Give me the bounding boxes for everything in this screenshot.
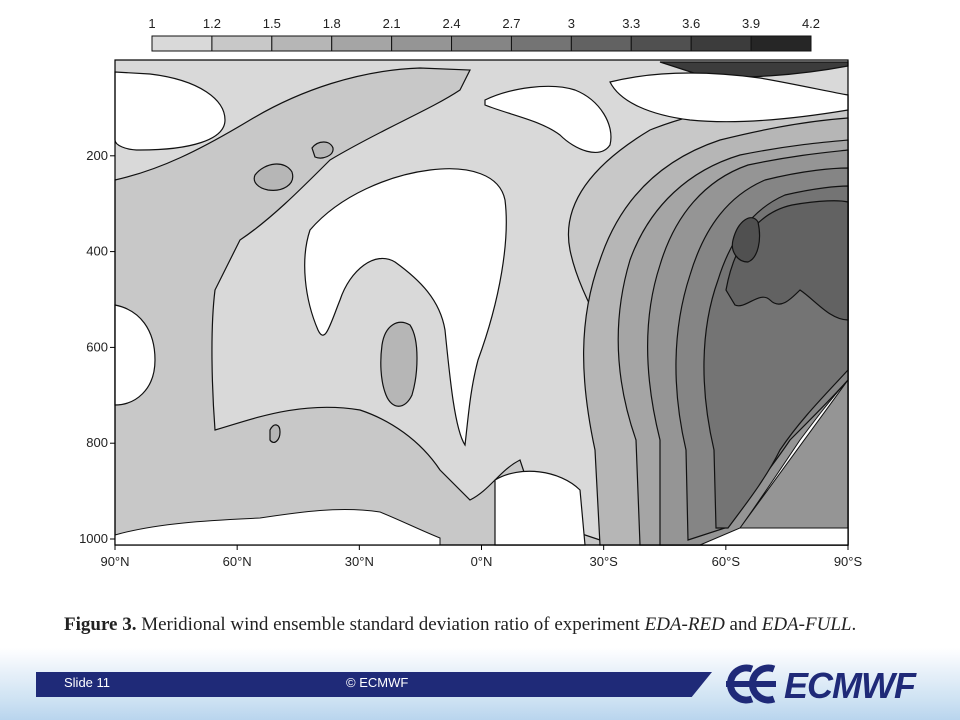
y-tick-label: 800	[86, 435, 108, 450]
slide-footer: Slide 11 © ECMWF ECMWF	[0, 648, 960, 720]
x-tick-label: 30°N	[345, 554, 374, 569]
colorbar-swatch	[211, 35, 273, 52]
colorbar-swatch	[690, 35, 752, 52]
contour-white-s	[494, 470, 586, 546]
contour-island-4	[269, 424, 281, 444]
x-tick-label: 90°S	[834, 554, 863, 569]
caption-exp-2: EDA-FULL	[761, 614, 852, 635]
colorbar: 1 1.2 1.5 1.8 2.1 2.4 2.7 3 3.3 3.6 3.9 4.2	[148, 16, 820, 52]
caption-end: .	[851, 614, 857, 635]
contour-white-surface-s	[699, 379, 849, 546]
contour-level-3-3	[731, 217, 761, 263]
colorbar-tick-label: 2.4	[443, 16, 461, 31]
contour-island-3	[380, 321, 418, 407]
x-tick-label: 60°S	[712, 554, 741, 569]
slide-number: Slide 11	[64, 675, 111, 690]
colorbar-swatch	[510, 35, 572, 52]
colorbar-tick-label: 1	[148, 16, 155, 31]
contour-white-surface-n	[114, 509, 441, 546]
figure-caption: Figure 3. Meridional wind ensemble stand…	[64, 614, 944, 636]
contour-island-2	[311, 141, 334, 159]
contour-white-center	[304, 168, 507, 447]
colorbar-tick-label: 1.2	[203, 16, 221, 31]
ecmwf-logo-icon	[726, 664, 776, 704]
contour-island-1	[253, 163, 294, 191]
colorbar-tick-label: 3.6	[682, 16, 700, 31]
colorbar-tick-label: 2.7	[502, 16, 520, 31]
plot-area	[114, 59, 849, 546]
x-tick-label: 90°N	[100, 554, 129, 569]
y-tick-label: 200	[86, 148, 108, 163]
colorbar-swatch	[630, 35, 692, 52]
caption-text-1: Meridional wind ensemble standard deviat…	[141, 614, 640, 635]
colorbar-tick-label: 1.5	[263, 16, 281, 31]
x-tick-label: 30°S	[589, 554, 618, 569]
x-axis: 90°N 60°N 30°N 0°N 30°S 60°S 90°S	[100, 545, 862, 569]
contour-white-equator-top	[484, 85, 612, 154]
colorbar-swatch	[271, 35, 333, 52]
y-tick-label: 600	[86, 339, 108, 354]
contour-white-nw	[114, 71, 226, 151]
logo-text: ECMWF	[784, 665, 916, 706]
colorbar-swatch	[451, 35, 512, 52]
colorbar-swatch	[750, 35, 812, 52]
footer-bar	[36, 672, 712, 697]
caption-exp-1: EDA-RED	[644, 614, 725, 635]
contour-chart: 1 1.2 1.5 1.8 2.1 2.4 2.7 3 3.3 3.6 3.9 4.2 90°N 60°…	[79, 16, 862, 569]
copyright-text: © ECMWF	[346, 675, 409, 690]
y-tick-label: 1000	[79, 531, 108, 546]
colorbar-swatch	[391, 35, 453, 52]
colorbar-tick-label: 2.1	[383, 16, 401, 31]
contour-white-w	[114, 304, 156, 406]
colorbar-swatch	[151, 35, 213, 52]
colorbar-tick-label: 3.9	[742, 16, 760, 31]
x-tick-label: 0°N	[471, 554, 493, 569]
colorbar-tick-label: 3	[568, 16, 575, 31]
colorbar-tick-label: 1.8	[323, 16, 341, 31]
caption-label: Figure 3.	[64, 614, 137, 635]
colorbar-swatch	[331, 35, 393, 52]
colorbar-tick-label: 3.3	[622, 16, 640, 31]
y-tick-label: 400	[86, 244, 108, 259]
colorbar-tick-label: 4.2	[802, 16, 820, 31]
colorbar-swatch	[570, 35, 632, 52]
x-tick-label: 60°N	[223, 554, 252, 569]
ecmwf-logo: ECMWF	[722, 659, 932, 709]
caption-text-2: and	[729, 614, 757, 635]
y-axis: 200 400 600 800 1000	[79, 148, 115, 546]
